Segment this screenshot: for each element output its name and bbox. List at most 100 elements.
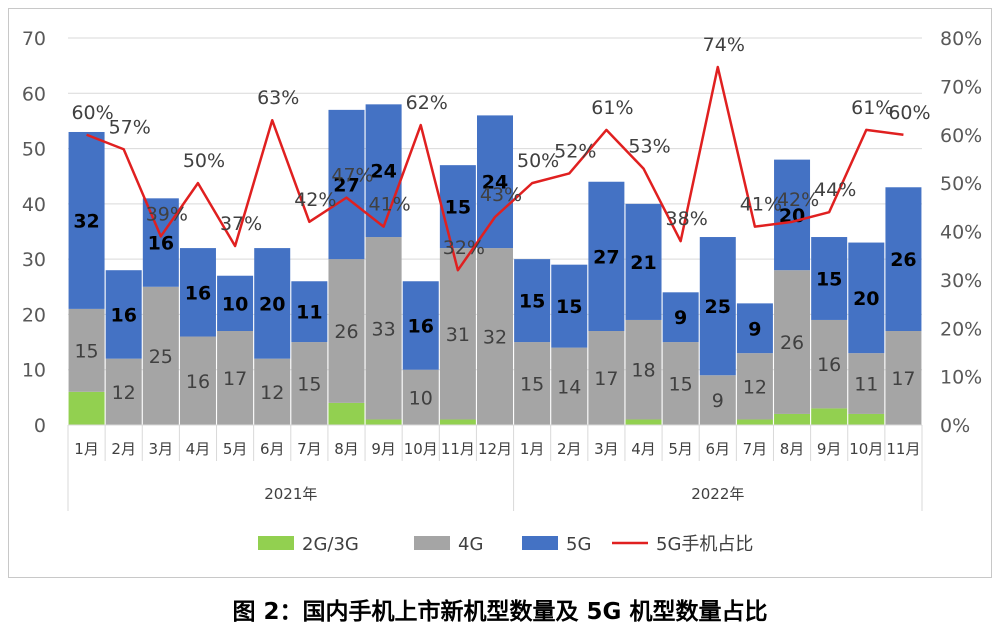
bar-4g-value-label: 17 <box>223 368 247 390</box>
line-point-label: 37% <box>220 213 262 235</box>
line-point-label: 42% <box>294 189 336 211</box>
bar-4g <box>477 248 513 425</box>
bar-5g <box>477 115 513 249</box>
line-point-label: 74% <box>703 34 745 56</box>
bar-5g <box>848 242 885 354</box>
bar-4g <box>402 369 439 425</box>
line-point-label: 42% <box>777 189 819 211</box>
bar-5g-value-label: 15 <box>519 291 545 313</box>
line-point-label: 38% <box>666 208 708 230</box>
bar-5g-value-label: 24 <box>370 161 396 183</box>
x-tick-label: 6月 <box>260 440 285 458</box>
bar-5g-value-label: 24 <box>482 172 508 194</box>
line-point-label: 41% <box>740 194 782 216</box>
bar-4g-value-label: 25 <box>149 346 173 368</box>
bar-4g-value-label: 16 <box>186 371 210 393</box>
line-point-label: 61% <box>591 97 633 119</box>
x-tick-label: 10月 <box>849 440 883 458</box>
bar-4g-value-label: 31 <box>446 324 470 346</box>
y-left-tick-label: 70 <box>22 28 46 50</box>
bar-5g-value-label: 15 <box>816 268 842 290</box>
bar-4g <box>662 342 699 425</box>
bar-4g <box>142 286 179 425</box>
bar-5g-value-label: 11 <box>296 302 322 324</box>
x-tick-label: 11月 <box>441 440 475 458</box>
bar-5g-value-label: 26 <box>890 249 916 271</box>
line-point-label: 63% <box>257 87 299 109</box>
legend-label: 2G/3G <box>302 534 359 555</box>
bar-5g <box>736 303 773 354</box>
bar-2g-3g <box>736 419 773 425</box>
legend-label: 5G <box>566 534 591 555</box>
bar-5g <box>514 259 551 343</box>
y-left-tick-label: 0 <box>34 415 46 437</box>
figure-caption: 图 2：国内手机上市新机型数量及 5G 机型数量占比 <box>232 599 768 625</box>
bar-4g <box>848 353 885 414</box>
bar-4g-value-label: 15 <box>520 374 544 396</box>
y-right-tick-label: 40% <box>940 222 982 244</box>
line-point-label: 32% <box>443 237 485 259</box>
y-left-tick-label: 10 <box>22 360 46 382</box>
bar-4g-value-label: 26 <box>334 321 358 343</box>
bar-5g <box>885 187 922 332</box>
x-tick-label: 5月 <box>668 440 693 458</box>
bar-4g <box>625 319 662 420</box>
bar-5g <box>774 159 811 271</box>
x-tick-label: 11月 <box>886 440 920 458</box>
x-tick-label: 2月 <box>111 440 136 458</box>
bar-4g <box>811 319 848 409</box>
bar-4g-value-label: 10 <box>409 387 433 409</box>
bar-4g-value-label: 32 <box>483 327 507 349</box>
x-tick-label: 3月 <box>594 440 619 458</box>
bar-5g <box>699 237 736 376</box>
y-right-tick-label: 70% <box>940 76 982 98</box>
legend-swatch <box>414 536 450 550</box>
x-tick-label: 7月 <box>297 440 322 458</box>
bar-4g-value-label: 17 <box>891 368 915 390</box>
bar-4g <box>588 331 625 425</box>
line-point-label: 44% <box>814 179 856 201</box>
y-left-tick-label: 60 <box>22 83 46 105</box>
bar-5g <box>365 104 402 238</box>
bar-5g <box>142 198 179 287</box>
line-5g-share <box>86 65 904 272</box>
bar-4g <box>291 342 328 425</box>
bar-2g-3g <box>848 413 885 425</box>
bar-5g <box>662 292 699 343</box>
bar-5g-value-label: 25 <box>705 296 731 318</box>
bar-4g <box>328 259 365 403</box>
legend-swatch <box>522 536 558 550</box>
line-point-label: 57% <box>109 116 151 138</box>
x-tick-label: 3月 <box>149 440 174 458</box>
bar-4g-value-label: 14 <box>557 376 581 398</box>
y-left-tick-label: 30 <box>22 249 46 271</box>
bar-5g <box>105 270 142 359</box>
x-tick-label: 1月 <box>520 440 545 458</box>
y-left-tick-label: 20 <box>22 304 46 326</box>
bar-2g-3g <box>365 419 402 425</box>
bar-5g-value-label: 20 <box>259 293 285 315</box>
legend-swatch <box>258 536 294 550</box>
bar-5g-value-label: 27 <box>593 246 619 268</box>
bar-5g-value-label: 20 <box>779 205 805 227</box>
x-tick-label: 9月 <box>817 440 842 458</box>
x-tick-label: 10月 <box>404 440 438 458</box>
x-tick-label: 2月 <box>557 440 582 458</box>
chart: 0 10 20 30 40 50 60 70 0% 10% 20% 30% 40% 50% 60% 70% 80… <box>22 28 982 555</box>
line-point-label: 47% <box>331 165 373 187</box>
line-point-label: 53% <box>628 136 670 158</box>
y-left-tick-label: 50 <box>22 139 46 161</box>
y-right-tick-label: 0% <box>940 415 970 437</box>
bar-4g-value-label: 16 <box>817 354 841 376</box>
line-point-label: 41% <box>368 194 410 216</box>
bar-5g-value-label: 21 <box>630 252 656 274</box>
bar-5g <box>254 248 291 359</box>
x-tick-label: 4月 <box>631 440 656 458</box>
bar-5g <box>328 109 365 260</box>
bar-4g <box>365 237 402 420</box>
bar-4g <box>774 270 811 414</box>
bar-5g-value-label: 16 <box>148 233 174 255</box>
line-point-label: 50% <box>183 150 225 172</box>
bar-4g-value-label: 33 <box>372 318 396 340</box>
legend-label: 5G手机占比 <box>656 534 753 555</box>
